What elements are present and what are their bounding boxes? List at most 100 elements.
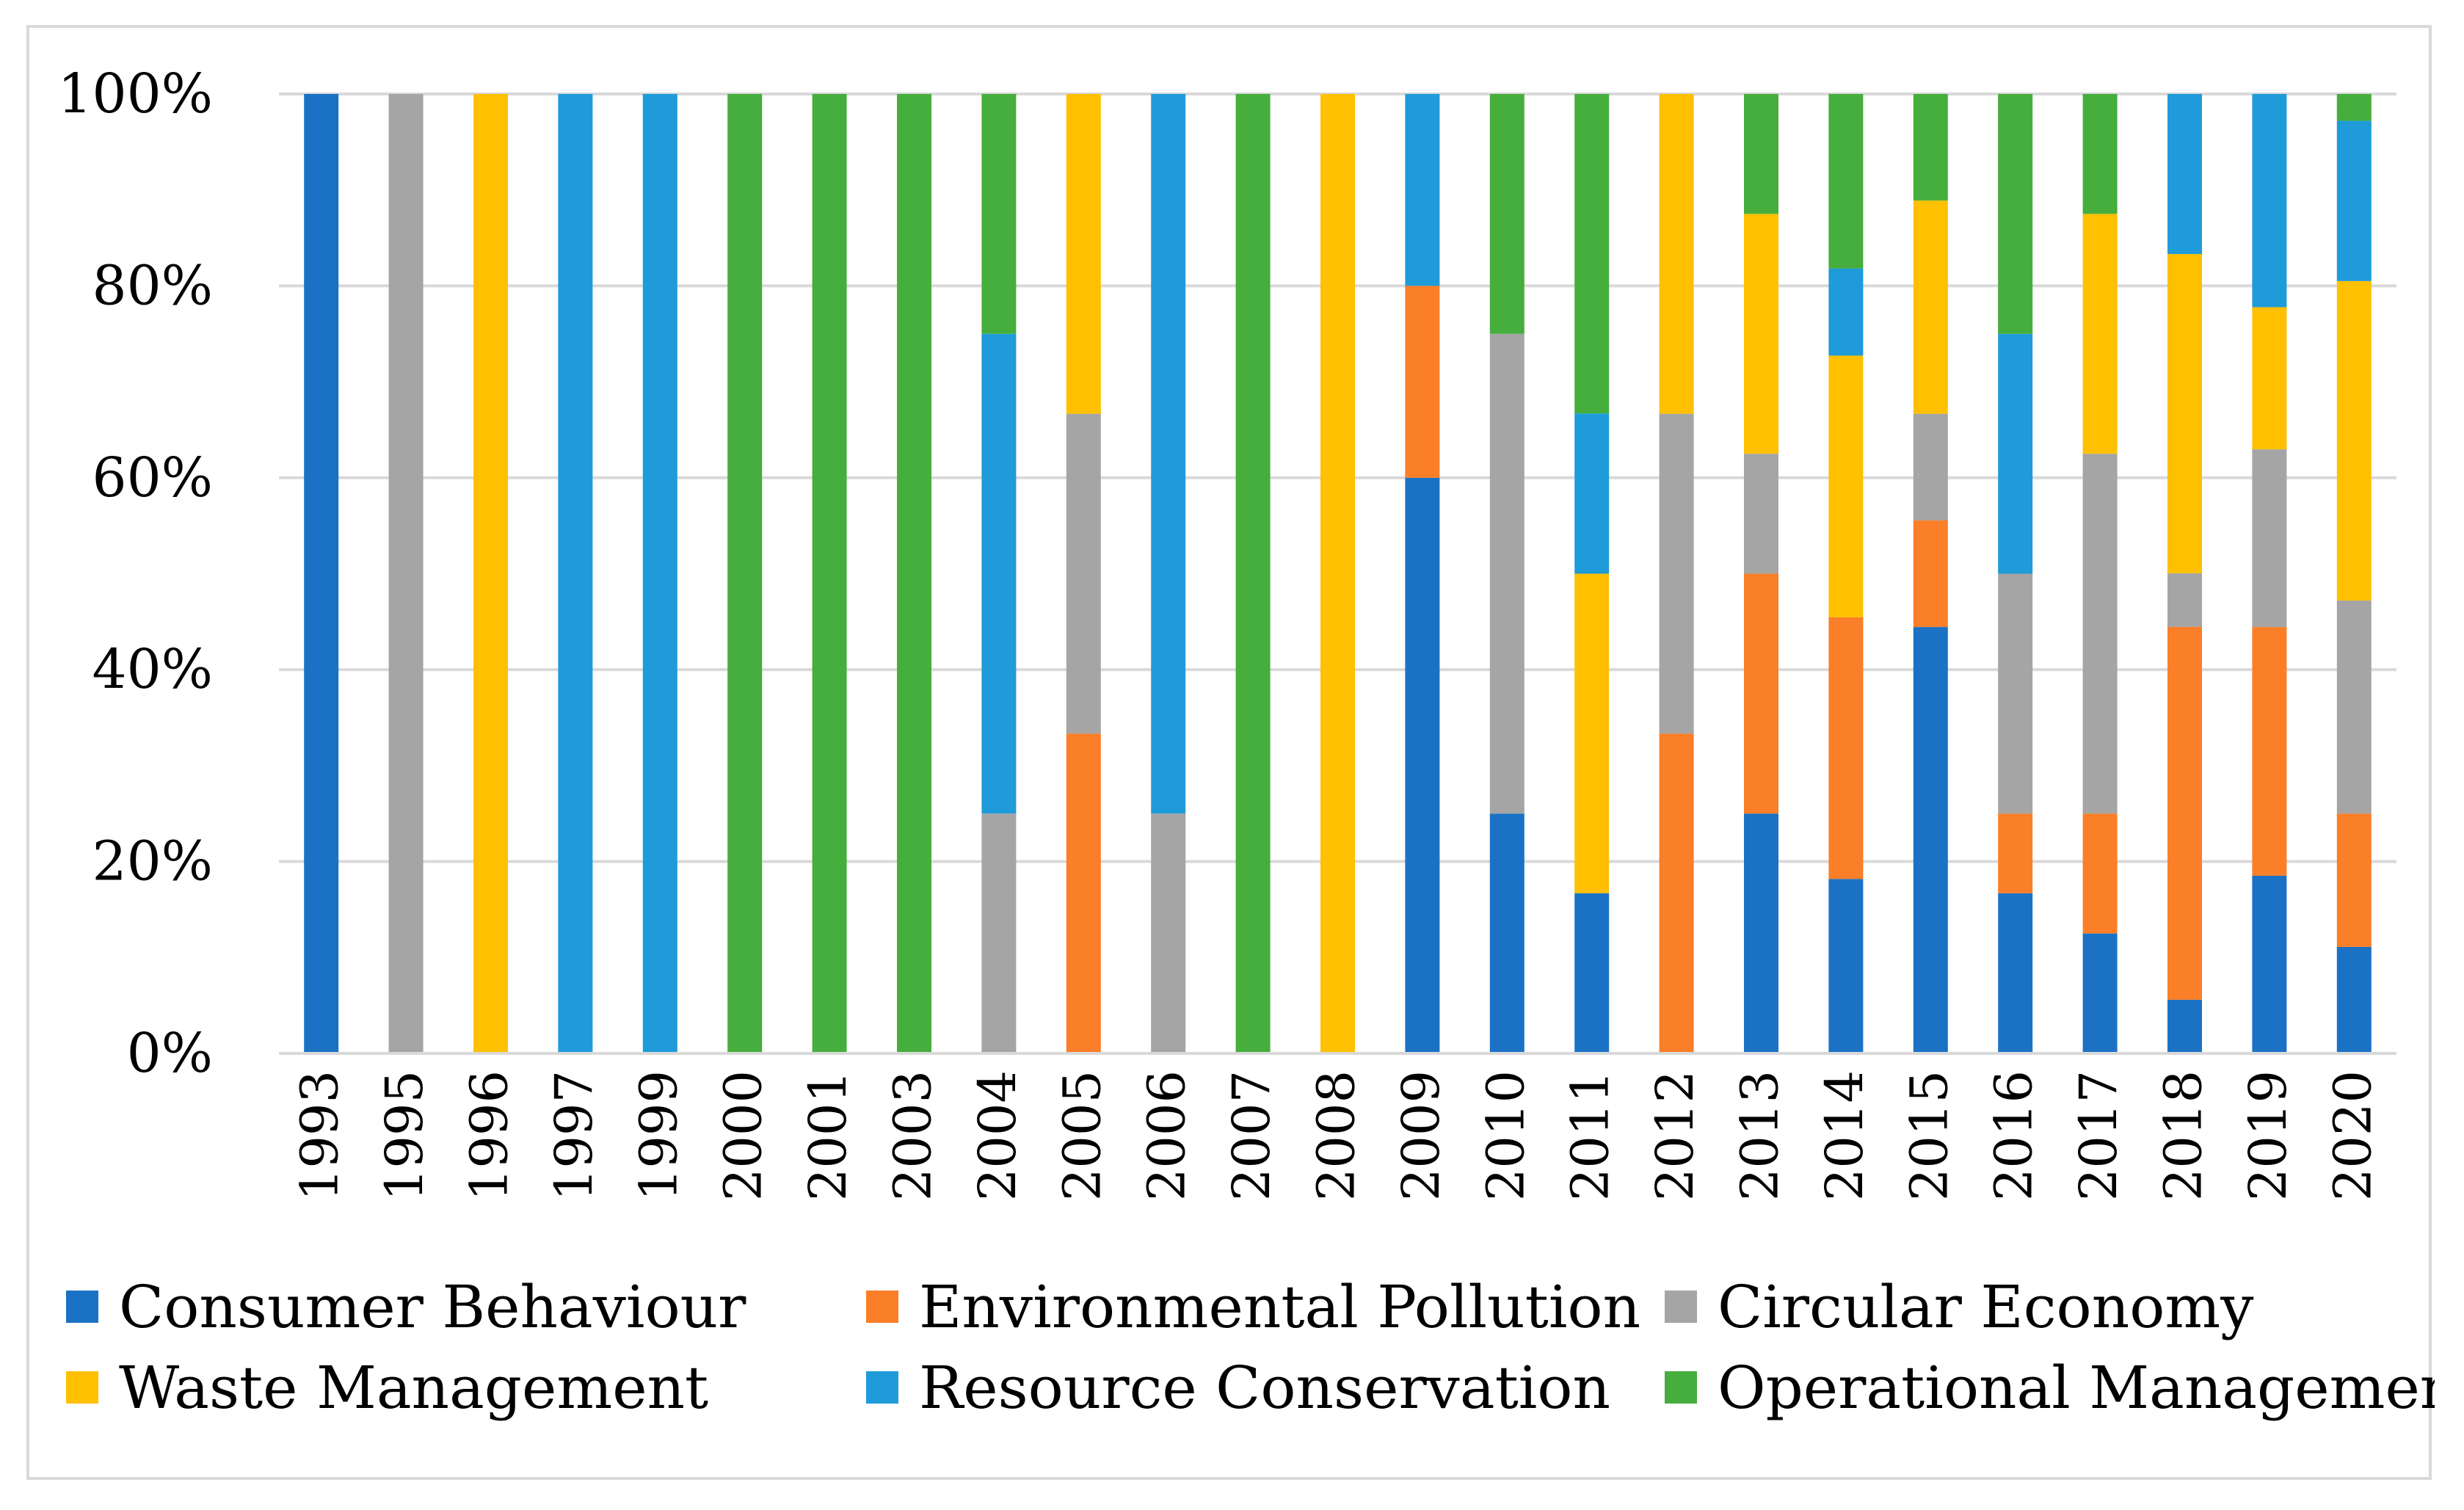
bar-1999-resource-conservation (642, 94, 677, 1053)
x-tick-label-2018: 2018 (2154, 1070, 2214, 1201)
bar-2004-operational-management (981, 94, 1017, 334)
y-tick-label-40-: 40% (92, 638, 213, 701)
bar-2017-consumer-behaviour (2082, 933, 2118, 1053)
bar-2014-operational-management (1828, 94, 1864, 269)
legend-label-waste-management: Waste Management (119, 1354, 708, 1422)
legend-swatch-operational-management (1665, 1371, 1697, 1404)
bar-2020-consumer-behaviour (2336, 946, 2372, 1053)
x-tick-label-1999: 1999 (628, 1070, 688, 1201)
bar-2013-operational-management (1744, 94, 1778, 214)
bar-2018-resource-conservation (2167, 94, 2202, 255)
bar-2015-consumer-behaviour (1913, 627, 1948, 1053)
bar-2019-consumer-behaviour (2252, 875, 2287, 1053)
legend-label-circular-economy: Circular Economy (1718, 1273, 2253, 1341)
x-tick-label-2012: 2012 (1645, 1070, 1705, 1201)
bar-2013-environmental-pollution (1744, 573, 1778, 814)
bar-2010-circular-economy (1489, 333, 1524, 814)
y-tick-label-60-: 60% (92, 446, 213, 509)
legend-swatch-resource-conservation (866, 1371, 898, 1404)
bar-2011-consumer-behaviour (1574, 893, 1610, 1053)
bar-2012-waste-management (1659, 94, 1694, 414)
x-tick-label-2015: 2015 (1899, 1070, 1959, 1201)
bar-2009-resource-conservation (1405, 94, 1440, 286)
bar-2017-environmental-pollution (2082, 813, 2118, 934)
bar-2006-circular-economy (1151, 813, 1186, 1053)
bar-2011-waste-management (1574, 573, 1610, 893)
x-tick-label-2010: 2010 (1475, 1070, 1536, 1201)
bar-2016-operational-management (1998, 94, 2033, 334)
bar-2020-circular-economy (2336, 600, 2372, 814)
legend-label-environmental-pollution: Environmental Pollution (919, 1273, 1640, 1341)
x-tick-label-2017: 2017 (2068, 1070, 2129, 1201)
bar-2015-operational-management (1913, 94, 1948, 201)
bar-2015-waste-management (1913, 200, 1948, 414)
bar-2018-environmental-pollution (2167, 626, 2202, 1000)
bar-2011-operational-management (1574, 94, 1610, 414)
bar-1995-circular-economy (388, 94, 424, 1053)
legend-item-resource-conservation: Resource Conservation (866, 1354, 1610, 1422)
bar-2005-environmental-pollution (1066, 733, 1101, 1053)
bar-2010-operational-management (1489, 94, 1524, 334)
legend-swatch-waste-management (66, 1371, 98, 1404)
bar-2014-waste-management (1828, 355, 1864, 617)
bar-2013-circular-economy (1744, 454, 1778, 574)
bars (304, 94, 2372, 1053)
bar-2018-circular-economy (2167, 573, 2202, 627)
bar-2020-environmental-pollution (2336, 813, 2372, 947)
x-tick-label-2020: 2020 (2322, 1070, 2383, 1201)
x-tick-label-1997: 1997 (544, 1070, 604, 1201)
bar-2004-circular-economy (981, 813, 1017, 1053)
bar-2019-resource-conservation (2252, 94, 2287, 308)
bar-2019-waste-management (2252, 307, 2287, 450)
x-tick-label-1996: 1996 (459, 1070, 520, 1201)
legend-item-consumer-behaviour: Consumer Behaviour (66, 1273, 746, 1341)
x-tick-label-2008: 2008 (1306, 1070, 1367, 1201)
bar-2011-resource-conservation (1574, 413, 1610, 574)
x-tick-label-2007: 2007 (1221, 1070, 1282, 1201)
legend-item-circular-economy: Circular Economy (1665, 1273, 2253, 1341)
bar-2016-consumer-behaviour (1998, 893, 2033, 1053)
bar-2009-consumer-behaviour (1405, 477, 1440, 1053)
bar-2005-circular-economy (1066, 413, 1101, 734)
bar-2017-waste-management (2082, 214, 2118, 454)
bar-2014-resource-conservation (1828, 268, 1864, 356)
bar-2009-environmental-pollution (1405, 286, 1440, 478)
bar-1993-consumer-behaviour (304, 94, 339, 1053)
bar-2017-circular-economy (2082, 454, 2118, 814)
legend: Consumer Behaviour Environmental Pollutio… (66, 1273, 2435, 1422)
bar-2020-operational-management (2336, 94, 2372, 121)
y-tick-label-0-: 0% (127, 1022, 213, 1085)
y-tick-label-20-: 20% (92, 830, 213, 893)
bar-2003-operational-management (897, 94, 931, 1053)
bar-2016-circular-economy (1998, 573, 2033, 814)
bar-2000-operational-management (727, 94, 763, 1053)
x-tick-label-2011: 2011 (1560, 1070, 1621, 1201)
bar-2013-waste-management (1744, 214, 1778, 454)
legend-swatch-circular-economy (1665, 1291, 1697, 1323)
legend-swatch-consumer-behaviour (66, 1291, 98, 1323)
bar-2018-consumer-behaviour (2167, 999, 2202, 1053)
y-tick-label-80-: 80% (92, 254, 213, 317)
legend-label-operational-management: Operational Management (1718, 1354, 2435, 1422)
bar-2010-consumer-behaviour (1489, 813, 1524, 1053)
chart: 0% 20% 40% 60% 80% 100% 1993 1995 1996 1997 1999 20… (57, 62, 2435, 1422)
x-tick-label-2003: 2003 (883, 1070, 943, 1201)
bar-2001-operational-management (812, 94, 847, 1053)
bar-1997-resource-conservation (558, 94, 593, 1053)
bar-2014-environmental-pollution (1828, 617, 1864, 879)
bar-1996-waste-management (473, 94, 508, 1053)
x-tick-label-2000: 2000 (713, 1070, 774, 1201)
x-tick-label-2006: 2006 (1137, 1070, 1197, 1201)
legend-item-operational-management: Operational Management (1665, 1354, 2435, 1422)
bar-2007-operational-management (1235, 94, 1271, 1053)
x-tick-label-2005: 2005 (1052, 1070, 1112, 1201)
legend-swatch-environmental-pollution (866, 1291, 898, 1323)
x-tick-label-2004: 2004 (967, 1070, 1028, 1201)
legend-label-consumer-behaviour: Consumer Behaviour (119, 1273, 746, 1341)
bar-2020-resource-conservation (2336, 120, 2372, 281)
y-tick-label-100-: 100% (57, 62, 213, 126)
x-tick-label-2019: 2019 (2238, 1070, 2298, 1201)
bar-2014-consumer-behaviour (1828, 879, 1864, 1053)
x-tick-label-2009: 2009 (1391, 1070, 1451, 1201)
bar-2008-waste-management (1320, 94, 1355, 1053)
